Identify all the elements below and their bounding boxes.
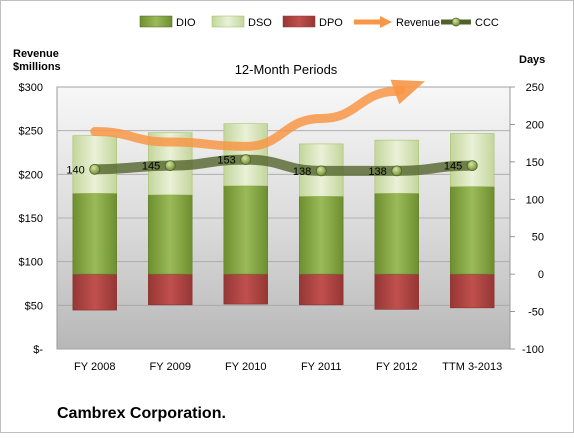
- right-axis-ticks: 250 200 150 100 50 0 -50 -100: [510, 82, 544, 356]
- bar-dio: [450, 186, 495, 275]
- legend-label-revenue: Revenue: [396, 17, 440, 29]
- legend-label-dso: DSO: [248, 17, 272, 29]
- left-tick-label: $50: [25, 300, 43, 312]
- left-tick-label: $200: [19, 169, 43, 181]
- left-tick-label: $100: [19, 257, 43, 269]
- legend-swatch-dio: [139, 15, 173, 28]
- ccc-data-label: 145: [142, 161, 160, 173]
- bar-dpo: [72, 273, 117, 311]
- ccc-data-label: 138: [368, 166, 386, 178]
- bar-dpo: [374, 273, 419, 310]
- ccc-data-label: 145: [444, 161, 462, 173]
- company-name: Cambrex Corporation.: [57, 405, 226, 422]
- bar-dpo: [223, 273, 268, 305]
- bar-dio: [72, 192, 117, 275]
- ccc-data-label: 153: [217, 155, 235, 167]
- bar-dpo: [148, 273, 193, 306]
- x-tick-label: FY 2010: [225, 361, 266, 373]
- ccc-line: [89, 154, 478, 176]
- bar-dso: [450, 133, 495, 187]
- bar-dio: [299, 195, 344, 275]
- ccc-series: 140 145 153 138 138 145: [66, 154, 478, 178]
- left-tick-label: $300: [19, 82, 43, 94]
- left-tick-label: $250: [19, 126, 43, 138]
- right-tick-label: -100: [522, 344, 544, 356]
- left-tick-label: $150: [19, 213, 43, 225]
- x-tick-label: FY 2008: [74, 361, 115, 373]
- right-tick-label: 100: [526, 194, 544, 206]
- right-tick-label: -50: [528, 307, 544, 319]
- right-tick-label: 250: [526, 82, 544, 94]
- legend-swatch-ccc: [441, 17, 471, 27]
- x-tick-label: FY 2011: [301, 361, 342, 373]
- left-axis-title-line2: $millions: [13, 61, 61, 73]
- left-axis-ticks: $300 $250 $200 $150 $100 $50 $-: [19, 82, 44, 356]
- right-tick-label: 50: [532, 232, 544, 244]
- left-axis-title-line1: Revenue: [13, 48, 59, 60]
- x-tick-label: FY 2009: [150, 361, 191, 373]
- ccc-data-label: 138: [293, 166, 311, 178]
- right-tick-label: 200: [526, 119, 544, 131]
- ccc-point: [315, 165, 327, 177]
- right-tick-label: 150: [526, 157, 544, 169]
- revenue-series: [90, 79, 425, 151]
- left-tick-label: $-: [33, 344, 43, 356]
- ccc-point: [89, 163, 101, 175]
- ccc-data-label: 140: [66, 164, 84, 176]
- legend: DIO DSO DPO Revenue CCC: [139, 15, 499, 29]
- bar-dpo: [299, 273, 344, 306]
- legend-label-ccc: CCC: [475, 17, 499, 29]
- legend-swatch-dso: [211, 15, 245, 28]
- bar-dio: [148, 194, 193, 275]
- ccc-point: [240, 154, 252, 166]
- legend-swatch-revenue: [354, 16, 392, 28]
- right-axis-title: Days: [519, 54, 545, 66]
- legend-label-dpo: DPO: [319, 17, 343, 29]
- chart-title: 12-Month Periods: [235, 62, 338, 77]
- legend-label-dio: DIO: [176, 17, 196, 29]
- ccc-point: [164, 160, 176, 172]
- bar-dpo: [450, 273, 495, 309]
- ccc-point: [466, 160, 478, 172]
- revenue-arrowhead: [390, 79, 425, 105]
- x-tick-label: TTM 3-2013: [442, 361, 502, 373]
- legend-swatch-dpo: [282, 15, 316, 28]
- right-tick-label: 0: [538, 269, 544, 281]
- bar-dio: [223, 185, 268, 275]
- ccc-point: [391, 165, 403, 177]
- bar-dio: [374, 192, 419, 275]
- x-axis-ticks: FY 2008 FY 2009 FY 2010 FY 2011 FY 2012 TTM 3…: [74, 361, 502, 373]
- x-tick-label: FY 2012: [376, 361, 417, 373]
